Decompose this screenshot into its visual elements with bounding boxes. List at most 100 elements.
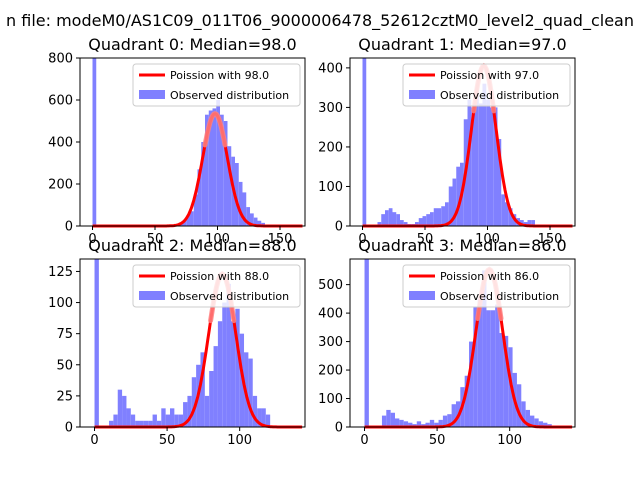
histogram-bar [530, 415, 535, 427]
histogram-bar [265, 414, 271, 427]
x-tick-label: 100 [497, 433, 522, 448]
histogram-bar [478, 103, 483, 226]
histogram-bar [425, 422, 430, 427]
histogram-bar [113, 414, 118, 427]
histogram-bar [486, 310, 491, 427]
y-tick-label: 400 [48, 136, 73, 151]
figure-title: n file: modeM0/AS1C09_011T06_9000006478_… [6, 11, 634, 31]
y-tick-label: 100 [48, 296, 73, 311]
quadrant-1-panel: 0 50 100 150 0 100 200 300 400 Poission with 97.0… [318, 35, 576, 247]
histogram-bar [388, 208, 393, 226]
y-tick-label: 0 [335, 421, 343, 436]
histogram-bar [445, 202, 449, 226]
x-tick-label: 50 [159, 433, 176, 448]
histogram-bar [385, 210, 389, 226]
histogram-bar [174, 414, 179, 427]
y-tick-label: 300 [318, 335, 343, 350]
histogram-bar [437, 208, 442, 226]
histogram-bar [170, 408, 175, 427]
y-tick-label: 500 [318, 278, 343, 293]
histogram-bar [400, 220, 404, 226]
histogram-bar [456, 166, 460, 226]
histogram-bar [364, 259, 369, 427]
x-tick-label: 50 [429, 433, 446, 448]
histogram-bar [441, 206, 445, 226]
histogram-bar [482, 270, 487, 427]
histogram-bar [183, 402, 188, 427]
histogram-bar [381, 415, 387, 427]
legend-box [132, 264, 301, 308]
histogram-bar [448, 186, 453, 226]
histogram-bar [117, 389, 123, 427]
histogram-bar [222, 302, 227, 427]
histogram-bar [213, 346, 218, 427]
legend-label-poisson: Poission with 97.0 [440, 69, 539, 82]
quadrant-2-panel: 0 50 100 0 25 50 75 100 125 Poission with 88.0 Obs… [48, 236, 306, 448]
legend-bar-swatch [409, 90, 435, 99]
histogram-bar [226, 283, 231, 427]
histogram-bar [201, 142, 205, 226]
histogram-bar [208, 110, 213, 226]
histogram-bar [490, 310, 496, 427]
histogram-bar [473, 307, 478, 427]
histogram-bar [186, 215, 190, 226]
histogram-bar [447, 414, 452, 427]
histogram-bar [403, 421, 409, 427]
histogram-bar [227, 146, 232, 226]
y-tick-label: 600 [48, 94, 73, 109]
x-tick-label: 0 [360, 433, 368, 448]
histogram-bar [531, 220, 535, 226]
y-tick-label: 50 [56, 358, 73, 373]
histogram-bar [497, 139, 502, 226]
histogram-bar [503, 335, 509, 427]
y-tick-label: 200 [318, 364, 343, 379]
legend-label-poisson: Poission with 86.0 [440, 270, 539, 283]
histogram-bar [257, 220, 262, 226]
histogram-bar [92, 58, 97, 226]
histogram-bar [216, 100, 220, 226]
histogram-bar [408, 422, 413, 427]
x-tick-label: 100 [205, 232, 230, 247]
histogram-bar [490, 107, 494, 226]
histogram-bar [477, 298, 483, 427]
y-tick-label: 0 [65, 220, 73, 235]
x-tick-label: 0 [90, 433, 98, 448]
y-tick-label: 400 [318, 307, 343, 322]
histogram-bar [209, 371, 214, 427]
histogram-bar [538, 421, 544, 427]
histogram-bar [403, 222, 408, 226]
histogram-bar [126, 408, 131, 427]
legend-bar-swatch [409, 291, 435, 300]
histogram-bar [377, 222, 382, 226]
histogram-bar [442, 415, 448, 427]
y-tick-label: 25 [56, 389, 73, 404]
poisson-curve-peak [202, 111, 228, 148]
histogram-bar [521, 401, 526, 427]
histogram-bar [362, 58, 367, 226]
histogram-bar [246, 207, 250, 226]
histogram-bar [534, 418, 539, 427]
histogram-bar [217, 321, 223, 427]
y-tick-label: 300 [318, 101, 343, 116]
y-tick-label: 800 [48, 52, 73, 67]
histogram-bar [508, 208, 513, 226]
y-tick-label: 200 [48, 178, 73, 193]
histogram-bar [543, 422, 548, 427]
histogram-bar [486, 99, 490, 226]
histogram-bar [122, 395, 127, 427]
histogram-bar [197, 169, 202, 226]
histogram-bar [482, 83, 487, 226]
histogram-bar [467, 99, 472, 226]
x-tick-label: 150 [268, 232, 293, 247]
legend-label-observed: Observed distribution [440, 89, 559, 102]
histogram-bar [212, 108, 217, 226]
histogram-bar [415, 222, 419, 226]
histogram-bar [469, 341, 474, 427]
quadrant-0-panel: 0 50 100 150 0 200 400 600 800 Poission with 98.0… [48, 35, 306, 247]
histogram-bar [527, 220, 532, 226]
histogram-bar [426, 214, 430, 226]
histogram-bar [235, 163, 239, 226]
legend-box [402, 264, 571, 308]
x-tick-label: 0 [88, 232, 96, 247]
